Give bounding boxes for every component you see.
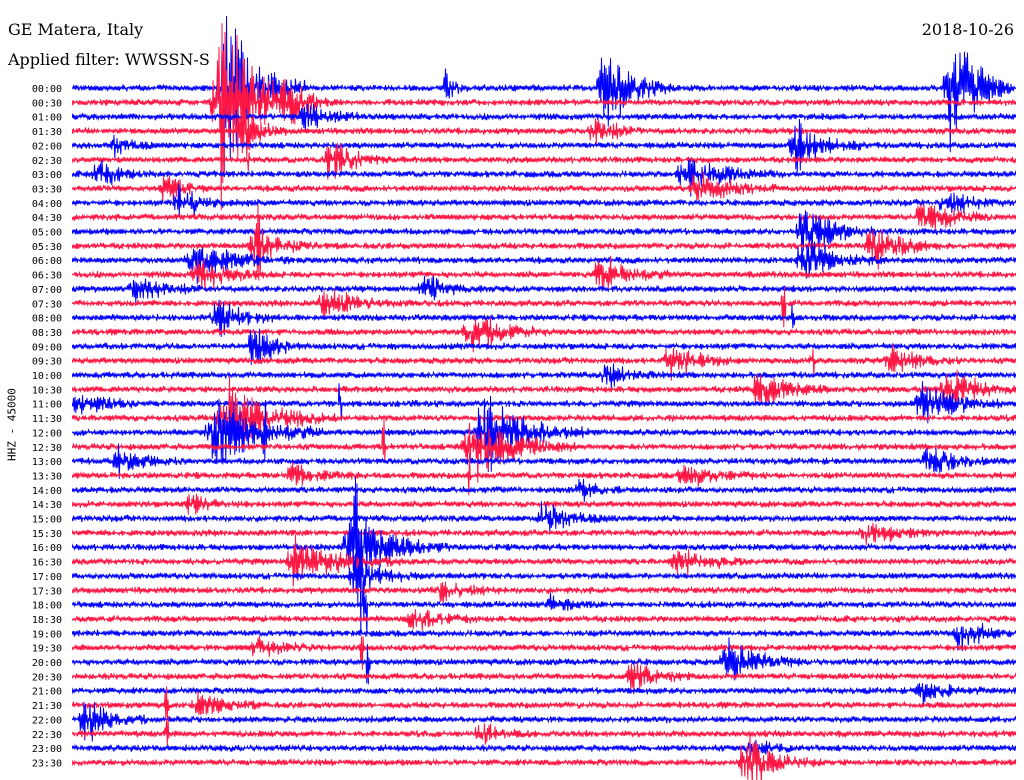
row-time-label: 06:30: [32, 271, 62, 282]
trace-row-0930: [72, 344, 1016, 381]
trace-row-1530: [72, 522, 1016, 545]
trace-row-0400: [72, 183, 1016, 217]
row-time-label: 11:30: [32, 414, 62, 425]
row-time-label: 02:30: [32, 156, 62, 167]
channel-label: HHZ - 45000: [5, 388, 19, 461]
trace-row-1500: [72, 501, 1016, 532]
trace-row-1730: [72, 581, 1016, 604]
trace-row-0830: [72, 316, 1016, 353]
row-time-label: 18:30: [32, 615, 62, 626]
trace-row-1430: [72, 493, 1016, 515]
row-time-label: 16:00: [32, 543, 62, 554]
trace-row-0030: [72, 23, 1016, 211]
row-time-label: 14:00: [32, 486, 62, 497]
row-time-label: 05:00: [32, 228, 62, 239]
trace-row-1830: [72, 609, 1016, 631]
row-time-label: 13:30: [32, 471, 62, 482]
trace-row-0700: [72, 275, 1016, 304]
row-time-label: 09:00: [32, 342, 62, 353]
trace-row-1400: [72, 478, 1016, 503]
row-time-label: 12:30: [32, 443, 62, 454]
row-time-label: 13:00: [32, 457, 62, 468]
row-time-label: 07:30: [32, 299, 62, 310]
trace-row-1800: [72, 581, 1016, 637]
trace-row-2230: [72, 715, 1016, 746]
row-time-label: 06:00: [32, 256, 62, 267]
row-time-label: 00:00: [32, 84, 62, 95]
trace-row-0200: [72, 119, 1016, 173]
row-time-label: 18:00: [32, 601, 62, 612]
trace-row-1000: [72, 363, 1016, 389]
trace-group: [72, 16, 1016, 780]
trace-row-0430: [72, 203, 1016, 230]
row-time-label: 23:00: [32, 744, 62, 755]
trace-row-1900: [72, 622, 1016, 652]
trace-row-2100: [72, 683, 1016, 705]
trace-row-0530: [72, 204, 1016, 281]
row-time-label: 23:30: [32, 758, 62, 769]
row-time-label: 17:30: [32, 586, 62, 597]
row-time-label: 22:30: [32, 730, 62, 741]
trace-row-1130: [72, 376, 1016, 448]
row-time-label: 19:00: [32, 629, 62, 640]
row-time-label: 12:00: [32, 428, 62, 439]
row-time-label: 08:00: [32, 314, 62, 325]
row-time-label: 00:30: [32, 98, 62, 109]
row-time-label: 14:30: [32, 500, 62, 511]
trace-row-0730: [72, 286, 1016, 328]
trace-row-0630: [72, 255, 1016, 291]
filter-label: Applied filter: WWSSN-S: [8, 50, 210, 69]
trace-row-1630: [72, 534, 1016, 587]
row-time-label: 09:30: [32, 357, 62, 368]
row-time-label: 01:30: [32, 127, 62, 138]
trace-row-2200: [72, 701, 1016, 742]
row-time-label: 22:00: [32, 715, 62, 726]
trace-row-2030: [72, 662, 1016, 695]
row-time-label: 11:00: [32, 400, 62, 411]
row-time-label: 05:30: [32, 242, 62, 253]
trace-row-1700: [72, 530, 1016, 636]
trace-row-1600: [72, 477, 1016, 608]
trace-row-0300: [72, 158, 1016, 197]
trace-row-2330: [72, 734, 1016, 780]
row-time-label: 15:30: [32, 529, 62, 540]
row-time-label: 07:00: [32, 285, 62, 296]
row-time-label: 19:30: [32, 644, 62, 655]
trace-row-1930: [72, 635, 1016, 670]
trace-row-0500: [72, 210, 1016, 258]
trace-row-0130: [72, 85, 1016, 160]
row-time-label: 20:00: [32, 658, 62, 669]
trace-row-2000: [72, 637, 1016, 685]
trace-row-1300: [72, 443, 1016, 479]
row-time-label: 03:00: [32, 170, 62, 181]
row-time-label: 21:30: [32, 701, 62, 712]
row-time-label: 16:30: [32, 558, 62, 569]
row-time-label: 10:30: [32, 385, 62, 396]
station-title: GE Matera, Italy: [8, 20, 144, 39]
row-time-label: 21:00: [32, 687, 62, 698]
trace-row-2130: [72, 686, 1016, 720]
trace-row-0800: [72, 299, 1016, 338]
row-time-label: 04:30: [32, 213, 62, 224]
row-time-label: 04:00: [32, 199, 62, 210]
row-time-label: 10:00: [32, 371, 62, 382]
date-label: 2018-10-26: [921, 20, 1014, 39]
trace-row-0600: [72, 241, 1016, 285]
row-time-label: 17:00: [32, 572, 62, 583]
trace-row-0100: [72, 103, 1016, 133]
row-time-label: 20:30: [32, 672, 62, 683]
trace-row-2300: [72, 739, 1016, 760]
trace-row-0330: [72, 171, 1016, 202]
trace-row-0900: [72, 328, 1016, 365]
row-time-label: 08:30: [32, 328, 62, 339]
trace-row-1330: [72, 453, 1016, 496]
row-time-label: 03:30: [32, 184, 62, 195]
trace-row-1230: [72, 419, 1016, 483]
row-time-label: 02:00: [32, 141, 62, 152]
row-time-label: 01:00: [32, 113, 62, 124]
trace-row-0230: [72, 142, 1016, 180]
row-time-label: 15:00: [32, 515, 62, 526]
